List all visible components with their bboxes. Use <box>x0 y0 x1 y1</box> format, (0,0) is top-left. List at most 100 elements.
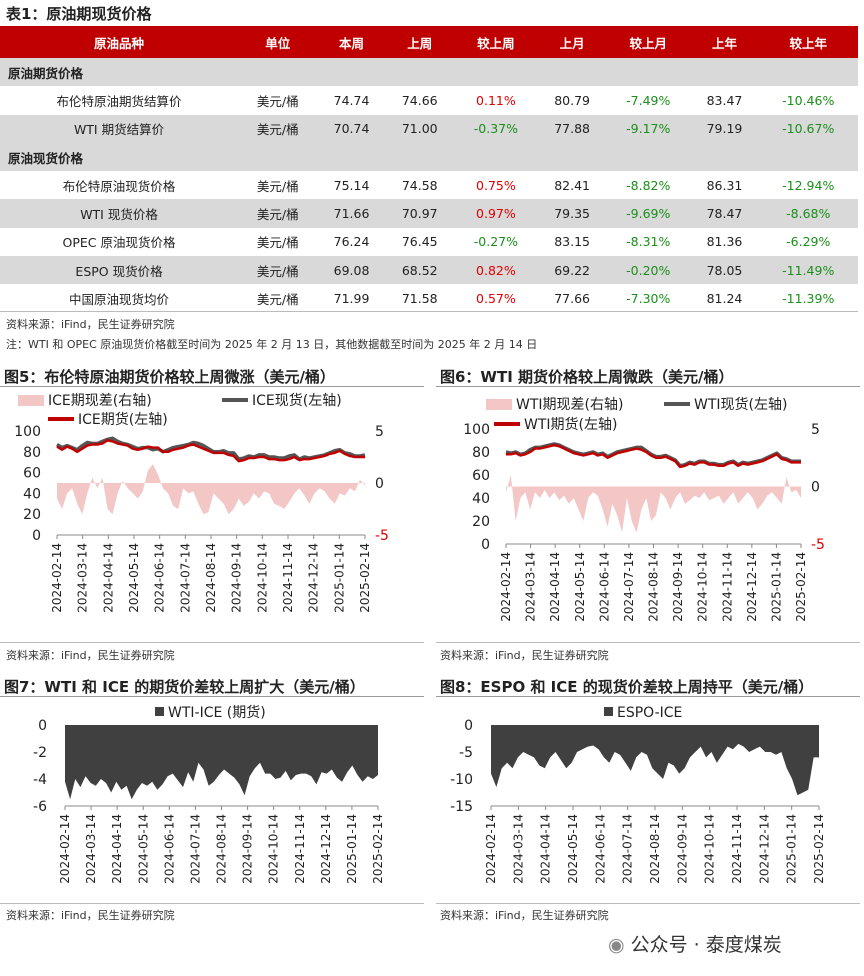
fig7-chart: 2024-02-14 2024-03-14 2024-04-14 2024-05-14… <box>33 704 385 884</box>
column-header: 较上周 <box>453 26 539 58</box>
cell-wow: 0.11% <box>476 92 516 108</box>
y-tick-label: -5 <box>459 745 473 761</box>
cell-yoy: -12.94% <box>782 177 835 193</box>
x-tick-label: 2024-05-14 <box>573 552 587 622</box>
cell-last-week: 74.58 <box>401 177 438 193</box>
x-tick-label: 2024-06-14 <box>593 814 607 884</box>
cell-name: 布伦特原油现货价格 <box>62 178 176 194</box>
x-tick-label: 2024-05-14 <box>566 814 580 884</box>
x-tick-label: 2024-05-14 <box>136 814 150 884</box>
x-tick-label: 2024-09-14 <box>675 814 689 884</box>
x-tick-label: 2024-02-14 <box>499 552 513 622</box>
x-tick-label: 2024-03-14 <box>76 543 90 613</box>
y-tick-label: 0 <box>464 718 473 734</box>
fig6-source: 资料来源：iFind，民生证券研究院 <box>440 649 609 662</box>
cell-last-week: 71.58 <box>401 291 438 307</box>
cell-last-year: 78.05 <box>690 256 759 285</box>
y-right-tick-label: 5 <box>375 424 384 440</box>
y-left-tick-label: 60 <box>23 466 41 482</box>
legend-label: ICE现货(左轴) <box>252 392 342 409</box>
legend-label: WTI-ICE (期货) <box>168 704 266 721</box>
x-tick-label: 2024-07-14 <box>622 552 636 622</box>
y-right-tick-label: 0 <box>811 480 820 496</box>
series-diff-area <box>65 725 378 800</box>
x-tick-label: 2024-04-14 <box>548 552 562 622</box>
series-spread-area <box>506 475 801 533</box>
cell-name: 中国原油现货均价 <box>69 292 170 308</box>
cell-wow: -0.37% <box>453 114 539 143</box>
fig5-chart: 2024-02-14 2024-03-14 2024-04-14 2024-05-14… <box>14 392 389 613</box>
fig6-title: 图6：WTI 期货价格较上周微跌（美元/桶） <box>440 368 734 386</box>
x-tick-label: 2024-04-14 <box>101 543 115 613</box>
cell-mom: -7.30% <box>626 291 671 307</box>
cell-mom: -7.49% <box>626 92 671 108</box>
y-tick-label: 0 <box>38 718 47 734</box>
cell-name: ESPO 现货价格 <box>0 256 239 285</box>
x-tick-label: 2025-01-14 <box>345 814 359 884</box>
x-tick-label: 2024-03-14 <box>511 814 525 884</box>
series-futures-line <box>506 443 801 469</box>
x-tick-label: 2024-10-14 <box>255 543 269 613</box>
cell-yoy: -11.39% <box>782 291 835 307</box>
cell-last-week: 70.97 <box>385 199 454 228</box>
cell-wow: 0.97% <box>453 199 539 228</box>
x-tick-label: 2024-10-14 <box>703 814 717 884</box>
price-table: 原油品种 单位 本周 上周 较上周 上月 较上月 上年 较上年 原油期货价格 布伦特原油期货结算价… <box>0 26 858 313</box>
column-header: 原油品种 <box>0 26 239 58</box>
legend-swatch-spread <box>486 399 512 410</box>
x-tick-label: 2024-12-14 <box>319 814 333 884</box>
x-tick-label: 2024-04-14 <box>539 814 553 884</box>
cell-last-month: 77.66 <box>554 291 590 307</box>
column-header: 上周 <box>385 26 454 58</box>
cell-last-year: 81.36 <box>706 234 743 250</box>
y-right-tick-label: 5 <box>811 422 820 438</box>
y-tick-label: -4 <box>33 772 47 788</box>
cell-wow: -0.27% <box>473 234 519 250</box>
cell-unit: 美元/桶 <box>256 178 299 194</box>
table-row: OPEC 原油现货价格 美元/桶 76.24 76.45 -0.27% 83.15 -8.3… <box>0 228 858 256</box>
column-header: 上年 <box>690 26 759 58</box>
fig6-chart: 2024-02-14 2024-03-14 2024-04-14 2024-05-14… <box>463 396 825 622</box>
y-left-tick-label: 0 <box>32 528 41 544</box>
section-label: 原油期货价格 <box>0 58 858 87</box>
fig5-title: 图5：布伦特原油期货价格较上周微涨（美元/桶） <box>4 368 335 386</box>
x-tick-label: 2024-08-14 <box>215 814 229 884</box>
cell-this-week: 70.74 <box>317 114 386 143</box>
x-tick-label: 2024-12-14 <box>307 543 321 613</box>
legend-label: WTI现货(左轴) <box>694 396 787 413</box>
x-tick-label: 2024-11-14 <box>720 552 734 622</box>
watermark-text: 公众号 · 泰度煤炭 <box>630 934 782 956</box>
cell-last-week: 71.00 <box>385 114 454 143</box>
legend-swatch <box>155 707 164 716</box>
legend-label: ESPO-ICE <box>617 705 682 721</box>
x-tick-label: 2024-10-14 <box>267 814 281 884</box>
cell-yoy: -10.67% <box>758 114 858 143</box>
section-row: 原油现货价格 <box>0 142 858 172</box>
section-label: 原油现货价格 <box>0 142 858 172</box>
column-header: 单位 <box>238 26 318 58</box>
cell-mom: -9.17% <box>606 114 691 143</box>
x-tick-label: 2024-08-14 <box>648 814 662 884</box>
x-tick-label: 2024-09-14 <box>241 814 255 884</box>
x-tick-label: 2024-04-14 <box>110 814 124 884</box>
legend-label: ICE期货(左轴) <box>78 411 168 428</box>
cell-name: WTI 期货结算价 <box>0 114 239 143</box>
cell-yoy: -10.46% <box>782 92 835 108</box>
cell-unit: 美元/桶 <box>256 235 299 251</box>
x-tick-label: 2025-01-14 <box>332 543 346 613</box>
y-left-tick-label: 0 <box>481 537 490 553</box>
table-row: 中国原油现货均价 美元/桶 71.99 71.58 0.57% 77.66 -7.30% 81… <box>0 284 858 312</box>
table-row: WTI 现货价格 美元/桶 71.66 70.97 0.97% 79.35 -9.69% 78… <box>0 199 858 228</box>
cell-name: 布伦特原油期货结算价 <box>56 93 182 109</box>
fig5-source: 资料来源：iFind，民生证券研究院 <box>6 649 175 662</box>
x-tick-label: 2024-09-14 <box>671 552 685 622</box>
y-right-tick-label: -5 <box>375 528 389 544</box>
y-left-tick-label: 20 <box>23 507 41 523</box>
x-tick-label: 2024-03-14 <box>524 552 538 622</box>
y-tick-label: -2 <box>33 745 47 761</box>
cell-last-month: 69.22 <box>538 256 607 285</box>
x-tick-label: 2024-06-14 <box>597 552 611 622</box>
cell-last-year: 86.31 <box>706 177 743 193</box>
y-left-tick-label: 80 <box>472 445 490 461</box>
cell-this-week: 69.08 <box>317 256 386 285</box>
